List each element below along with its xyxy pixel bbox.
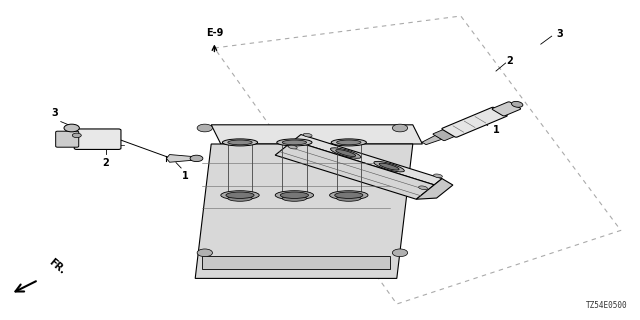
Circle shape (64, 124, 79, 132)
Circle shape (392, 249, 408, 257)
Circle shape (197, 124, 212, 132)
Ellipse shape (335, 192, 363, 198)
Polygon shape (166, 155, 192, 162)
FancyBboxPatch shape (433, 129, 456, 141)
Ellipse shape (332, 139, 367, 146)
Text: 3: 3 (557, 28, 563, 39)
Text: FR.: FR. (47, 257, 67, 276)
Polygon shape (293, 134, 442, 185)
Ellipse shape (511, 101, 523, 107)
Text: 2: 2 (507, 56, 513, 66)
Ellipse shape (228, 140, 252, 145)
Ellipse shape (275, 191, 314, 200)
Text: E-9: E-9 (205, 28, 223, 38)
Text: 2: 2 (102, 158, 109, 168)
Ellipse shape (228, 196, 252, 201)
Ellipse shape (226, 192, 254, 198)
Circle shape (392, 124, 408, 132)
Ellipse shape (337, 196, 361, 201)
Circle shape (72, 133, 81, 138)
Ellipse shape (277, 139, 312, 146)
Ellipse shape (221, 191, 259, 200)
Ellipse shape (330, 148, 361, 158)
FancyBboxPatch shape (442, 107, 508, 137)
Ellipse shape (282, 140, 307, 145)
Ellipse shape (379, 163, 399, 170)
Ellipse shape (419, 186, 428, 190)
FancyBboxPatch shape (56, 131, 79, 147)
Ellipse shape (433, 174, 442, 178)
Ellipse shape (337, 140, 361, 145)
Circle shape (190, 155, 203, 162)
Text: TZ54E0500: TZ54E0500 (586, 301, 627, 310)
Polygon shape (275, 141, 434, 199)
Ellipse shape (374, 161, 404, 172)
FancyBboxPatch shape (74, 129, 121, 149)
Polygon shape (202, 256, 390, 269)
Polygon shape (422, 135, 442, 145)
Text: 1: 1 (493, 124, 499, 135)
Ellipse shape (223, 139, 258, 146)
FancyBboxPatch shape (492, 102, 521, 116)
Polygon shape (416, 179, 453, 199)
Circle shape (197, 249, 212, 257)
Ellipse shape (282, 196, 307, 201)
Ellipse shape (280, 192, 308, 198)
Ellipse shape (336, 149, 356, 156)
Polygon shape (211, 125, 422, 144)
Text: 1: 1 (182, 171, 189, 181)
Ellipse shape (289, 145, 297, 149)
Ellipse shape (330, 191, 368, 200)
Polygon shape (195, 144, 413, 278)
Ellipse shape (303, 133, 312, 137)
Text: 3: 3 (51, 108, 58, 118)
